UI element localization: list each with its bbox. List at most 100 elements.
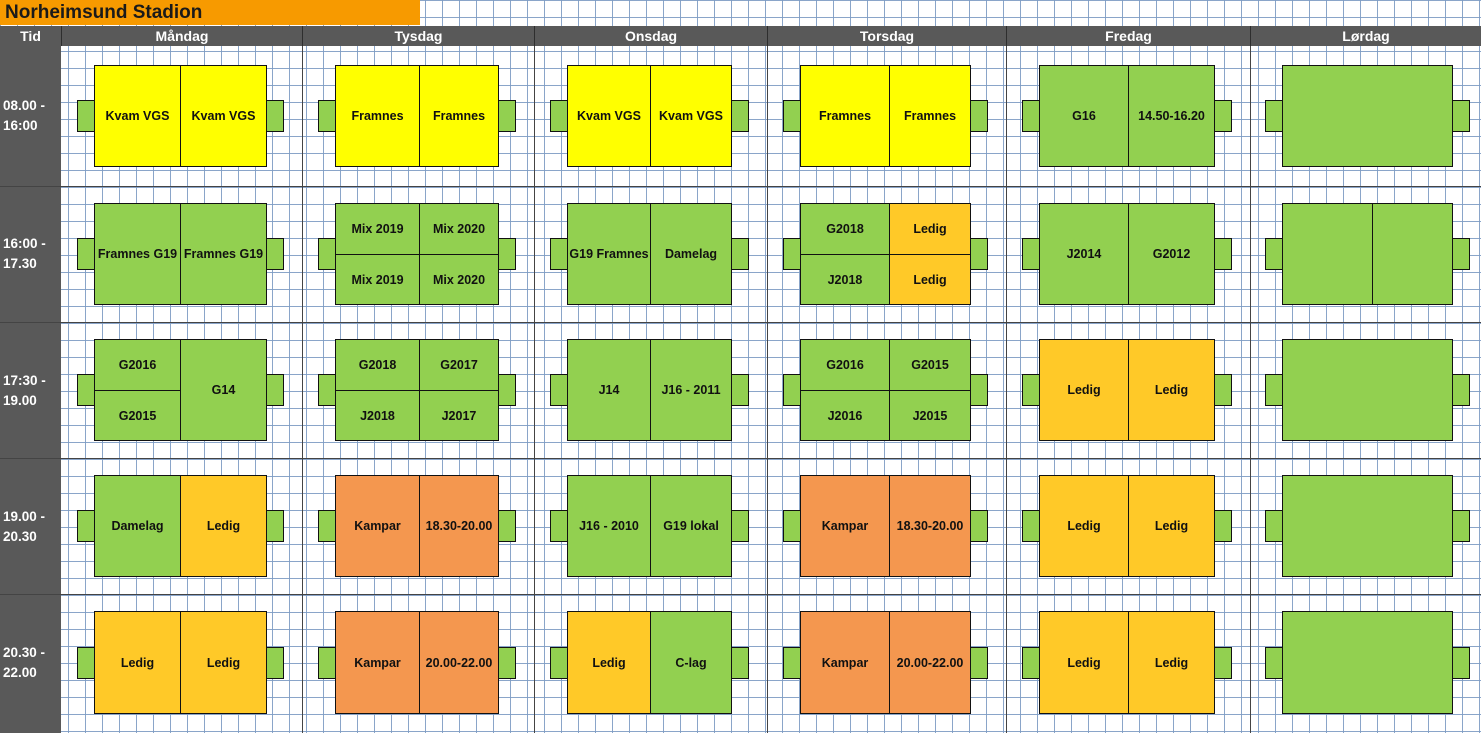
schedule-cell-wednesday: C-lag [650, 611, 732, 714]
goal-box-left [318, 238, 336, 270]
schedule-cell-thursday: G2016 [800, 339, 890, 391]
schedule-cell-wednesday: J16 - 2010 [567, 475, 651, 577]
goal-box-right [1452, 647, 1470, 679]
schedule-cell-saturday [1282, 65, 1453, 167]
goal-box-right [498, 100, 516, 132]
time-label-start: 17:30 - [3, 373, 46, 388]
schedule-cell-friday: Ledig [1039, 475, 1129, 577]
schedule-cell-tuesday: Kampar [335, 611, 420, 714]
column-divider [767, 46, 768, 733]
schedule-cell-monday: Ledig [94, 611, 181, 714]
goal-box-left [77, 510, 95, 542]
time-label: 16:00 - 17.30 [3, 234, 61, 274]
goal-box-left [77, 647, 95, 679]
schedule-cell-thursday: 18.30-20.00 [889, 475, 971, 577]
time-label: 20.30 - 22.00 [3, 643, 61, 683]
schedule-cell-thursday: 20.00-22.00 [889, 611, 971, 714]
goal-box-right [1214, 238, 1232, 270]
goal-box-right [970, 238, 988, 270]
goal-box-right [970, 100, 988, 132]
time-label-end: 20.30 [3, 529, 37, 544]
goal-box-right [1452, 374, 1470, 406]
time-label-end: 17.30 [3, 256, 37, 271]
time-label-end: 22.00 [3, 665, 37, 680]
schedule-cell-tuesday: G2018 [335, 339, 420, 391]
schedule-cell-tuesday: Mix 2019 [335, 203, 420, 255]
goal-box-right [731, 647, 749, 679]
goal-box-right [266, 100, 284, 132]
goal-box-left [550, 100, 568, 132]
time-label-start: 16:00 - [3, 236, 46, 251]
goal-box-left [783, 510, 801, 542]
goal-box-right [1452, 100, 1470, 132]
goal-box-right [498, 647, 516, 679]
goal-box-left [783, 100, 801, 132]
goal-box-left [783, 374, 801, 406]
goal-box-right [731, 510, 749, 542]
goal-box-right [266, 647, 284, 679]
goal-box-right [1214, 647, 1232, 679]
time-label-start: 20.30 - [3, 645, 46, 660]
time-label: 08.00 - 16:00 [3, 96, 61, 136]
header-day-tuesday: Tysdag [302, 26, 534, 46]
schedule-cell-saturday [1282, 203, 1373, 305]
time-label-start: 19.00 - [3, 509, 46, 524]
goal-box-right [731, 374, 749, 406]
goal-box-left [1265, 374, 1283, 406]
schedule-cell-tuesday: Framnes [419, 65, 499, 167]
schedule-cell-monday: Damelag [94, 475, 181, 577]
schedule-cell-friday: J2014 [1039, 203, 1129, 305]
column-divider [1006, 46, 1007, 733]
goal-box-left [77, 100, 95, 132]
schedule-cell-tuesday: 20.00-22.00 [419, 611, 499, 714]
header-day-thursday: Torsdag [767, 26, 1006, 46]
schedule-cell-monday: Ledig [180, 475, 267, 577]
schedule-cell-thursday: Ledig [889, 254, 971, 305]
schedule-cell-monday: Framnes G19 [94, 203, 181, 305]
goal-box-left [318, 647, 336, 679]
goal-box-right [498, 238, 516, 270]
goal-box-left [1265, 510, 1283, 542]
goal-box-right [498, 374, 516, 406]
goal-box-right [1452, 510, 1470, 542]
schedule-cell-monday: Framnes G19 [180, 203, 267, 305]
schedule-cell-friday: 14.50-16.20 [1128, 65, 1215, 167]
goal-box-left [318, 100, 336, 132]
goal-box-right [266, 238, 284, 270]
schedule-cell-thursday: Kampar [800, 475, 890, 577]
schedule-cell-friday: Ledig [1039, 611, 1129, 714]
schedule-cell-friday: Ledig [1128, 611, 1215, 714]
row-divider [0, 458, 1481, 459]
schedule-cell-tuesday: 18.30-20.00 [419, 475, 499, 577]
schedule-cell-tuesday: Mix 2020 [419, 203, 499, 255]
schedule-cell-wednesday: Ledig [567, 611, 651, 714]
schedule-cell-friday: G2012 [1128, 203, 1215, 305]
header-time: Tid [20, 28, 41, 44]
header-day-saturday: Lørdag [1250, 26, 1481, 46]
goal-box-left [1022, 374, 1040, 406]
goal-box-left [550, 647, 568, 679]
schedule-cell-tuesday: J2017 [419, 390, 499, 441]
schedule-cell-thursday: J2018 [800, 254, 890, 305]
goal-box-right [498, 510, 516, 542]
schedule-cell-monday: G14 [180, 339, 267, 441]
goal-box-left [318, 510, 336, 542]
schedule-cell-monday: G2015 [94, 390, 181, 441]
schedule-cell-tuesday: G2017 [419, 339, 499, 391]
schedule-cell-thursday: J2015 [889, 390, 971, 441]
goal-box-right [1214, 510, 1232, 542]
schedule-cell-wednesday: J14 [567, 339, 651, 441]
schedule-cell-wednesday: Kvam VGS [650, 65, 732, 167]
schedule-cell-thursday: Kampar [800, 611, 890, 714]
goal-box-left [783, 238, 801, 270]
schedule-cell-monday: Kvam VGS [180, 65, 267, 167]
goal-box-right [266, 510, 284, 542]
schedule-cell-thursday: J2016 [800, 390, 890, 441]
goal-box-right [1214, 374, 1232, 406]
goal-box-right [970, 647, 988, 679]
column-divider [534, 46, 535, 733]
goal-box-left [1022, 238, 1040, 270]
goal-box-left [77, 374, 95, 406]
goal-box-right [970, 510, 988, 542]
schedule-cell-wednesday: Kvam VGS [567, 65, 651, 167]
